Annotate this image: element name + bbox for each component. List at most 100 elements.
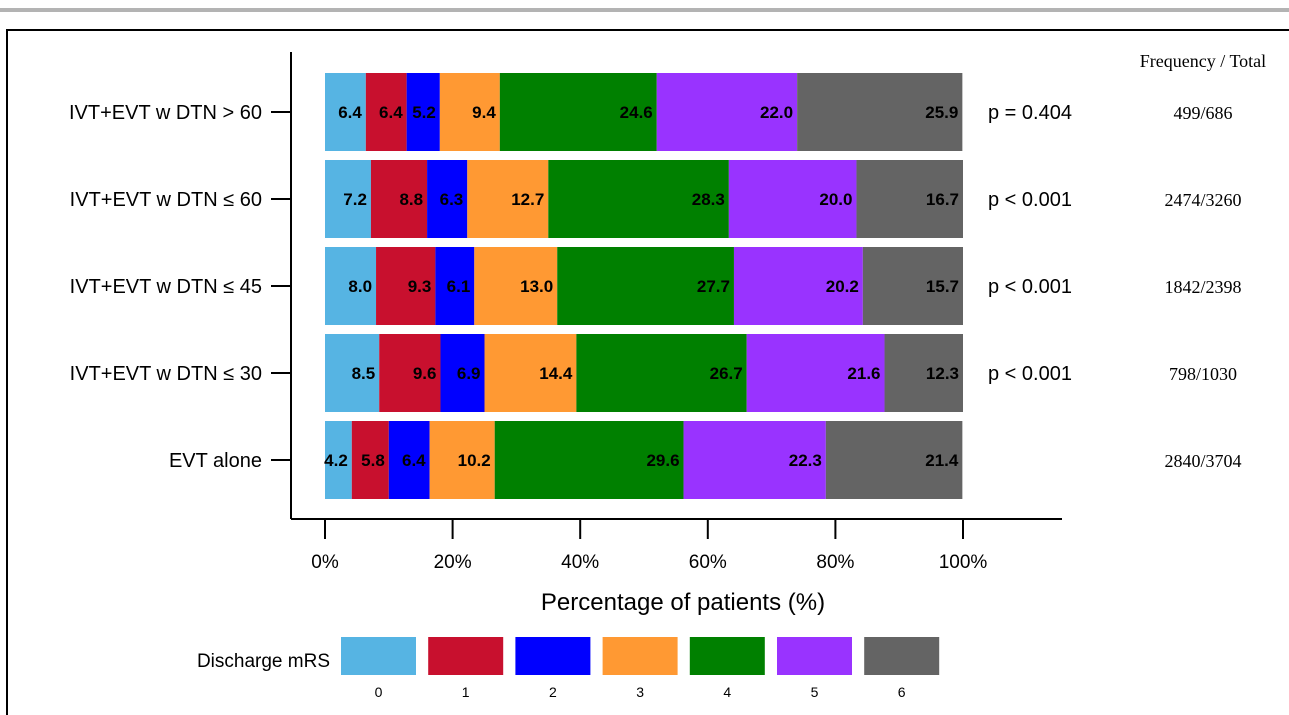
- segment-value-label: 22.3: [789, 451, 822, 470]
- legend-swatch: [864, 637, 940, 675]
- segment-value-label: 14.4: [539, 364, 573, 383]
- legend-swatch: [428, 637, 504, 675]
- segment-value-label: 6.3: [440, 190, 464, 209]
- bar-segment: [435, 247, 475, 325]
- bar-segment: [376, 247, 436, 325]
- segment-value-label: 8.5: [352, 364, 376, 383]
- segment-value-label: 9.3: [408, 277, 432, 296]
- segment-value-label: 21.4: [925, 451, 959, 470]
- x-tick-label: 20%: [434, 552, 472, 573]
- x-tick-label: 80%: [816, 552, 854, 573]
- p-value: p < 0.001: [988, 189, 1072, 211]
- axes-group: IVT+EVT w DTN > 60 IVT+EVT w DTN ≤ 60 IVT+…: [69, 52, 1062, 573]
- bar-segment: [440, 334, 485, 412]
- bar-segment: [439, 73, 500, 151]
- bar-segment: [548, 160, 729, 238]
- category-label: IVT+EVT w DTN ≤ 30: [70, 363, 262, 385]
- legend-label: 3: [636, 684, 644, 700]
- segment-value-label: 6.1: [447, 277, 471, 296]
- segment-value-label: 13.0: [520, 277, 553, 296]
- legend-swatch: [515, 637, 591, 675]
- top-divider: [0, 8, 1289, 12]
- segment-value-label: 22.0: [760, 103, 793, 122]
- segment-value-label: 16.7: [926, 190, 959, 209]
- top-bar: [0, 0, 1289, 16]
- segment-value-label: 12.3: [926, 364, 959, 383]
- bars-group: 6.4 6.4 5.2 9.4 24.6 22.0 25.9 7.2 8.8 6.3 12.7 28.…: [324, 73, 963, 499]
- bar-segment: [576, 334, 747, 412]
- bar-segment: [406, 73, 440, 151]
- legend-swatch: [341, 637, 416, 675]
- bar-segment: [325, 160, 371, 238]
- frequency-value: 2474/3260: [1164, 190, 1241, 210]
- bar-segment: [379, 334, 441, 412]
- segment-value-label: 26.7: [710, 364, 743, 383]
- bar-segment: [825, 421, 963, 499]
- category-label: IVT+EVT w DTN ≤ 45: [70, 276, 262, 298]
- legend-label: 1: [462, 684, 470, 700]
- bar-segment: [388, 421, 430, 499]
- segment-value-label: 20.2: [826, 277, 859, 296]
- segment-value-label: 29.6: [646, 451, 679, 470]
- segment-value-label: 6.4: [402, 451, 426, 470]
- segment-value-label: 6.4: [338, 103, 362, 122]
- x-axis-title: Percentage of patients (%): [541, 589, 825, 616]
- category-label: IVT+EVT w DTN ≤ 60: [70, 189, 262, 211]
- segment-value-label: 6.9: [457, 364, 481, 383]
- legend-swatch: [689, 637, 765, 675]
- legend-title: Discharge mRS: [197, 651, 330, 672]
- legend-label: 2: [549, 684, 557, 700]
- bar-segment: [427, 160, 468, 238]
- segment-value-label: 7.2: [343, 190, 367, 209]
- bar-segment: [351, 421, 389, 499]
- segment-value-label: 20.0: [819, 190, 852, 209]
- segment-value-label: 8.8: [399, 190, 423, 209]
- segment-value-label: 21.6: [847, 364, 880, 383]
- segment-value-label: 10.2: [458, 451, 491, 470]
- segment-value-label: 15.7: [926, 277, 959, 296]
- bar-segment: [325, 334, 380, 412]
- bar-segment: [557, 247, 734, 325]
- frequency-value: 499/686: [1173, 103, 1232, 123]
- segment-value-label: 5.8: [361, 451, 385, 470]
- segment-value-label: 9.4: [472, 103, 496, 122]
- bar-segment: [325, 421, 352, 499]
- legend-label: 4: [723, 684, 731, 700]
- segment-value-label: 4.2: [324, 451, 348, 470]
- bar-segment: [884, 334, 963, 412]
- bar-segment: [746, 334, 885, 412]
- bar-segment: [325, 73, 366, 151]
- category-label: EVT alone: [169, 450, 262, 472]
- annotations-group: p = 0.404 499/686 p < 0.001 2474/3260 p < 0.…: [988, 102, 1242, 471]
- frequency-value: 798/1030: [1169, 364, 1237, 384]
- category-label: IVT+EVT w DTN > 60: [69, 102, 262, 124]
- p-value: p < 0.001: [988, 276, 1072, 298]
- bar-segment: [856, 160, 963, 238]
- x-tick-label: 40%: [561, 552, 599, 573]
- bar-segment: [429, 421, 495, 499]
- bar-segment: [370, 160, 428, 238]
- segment-value-label: 28.3: [692, 190, 725, 209]
- segment-value-label: 5.2: [412, 103, 436, 122]
- legend-label: 5: [811, 684, 819, 700]
- segment-value-label: 24.6: [620, 103, 653, 122]
- bar-segment: [728, 160, 857, 238]
- segment-value-label: 6.4: [379, 103, 403, 122]
- x-tick-label: 0%: [311, 552, 339, 573]
- bar-segment: [494, 421, 684, 499]
- bar-segment: [484, 334, 577, 412]
- segment-value-label: 8.0: [348, 277, 372, 296]
- bar-segment: [797, 73, 963, 151]
- p-value: p < 0.001: [988, 363, 1072, 385]
- bar-segment: [656, 73, 798, 151]
- legend-label: 6: [898, 684, 906, 700]
- bar-segment: [325, 247, 377, 325]
- segment-value-label: 9.6: [413, 364, 437, 383]
- bar-segment: [467, 160, 549, 238]
- legend-label: 0: [375, 684, 383, 700]
- segment-value-label: 12.7: [511, 190, 544, 209]
- x-tick-label: 60%: [689, 552, 727, 573]
- frequency-value: 1842/2398: [1164, 277, 1241, 297]
- segment-value-label: 25.9: [925, 103, 958, 122]
